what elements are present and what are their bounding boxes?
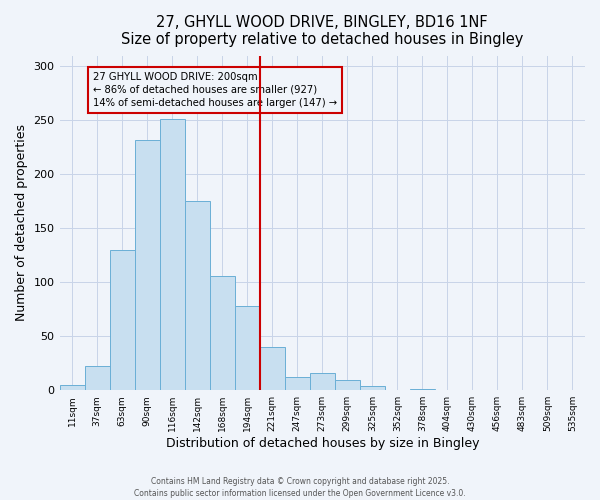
Bar xyxy=(209,276,235,390)
Bar xyxy=(110,250,134,390)
Title: 27, GHYLL WOOD DRIVE, BINGLEY, BD16 1NF
Size of property relative to detached ho: 27, GHYLL WOOD DRIVE, BINGLEY, BD16 1NF … xyxy=(121,15,523,48)
Bar xyxy=(260,347,285,390)
Bar xyxy=(160,119,185,390)
X-axis label: Distribution of detached houses by size in Bingley: Distribution of detached houses by size … xyxy=(166,437,479,450)
Text: Contains HM Land Registry data © Crown copyright and database right 2025.
Contai: Contains HM Land Registry data © Crown c… xyxy=(134,476,466,498)
Bar xyxy=(410,389,435,390)
Bar xyxy=(185,202,209,390)
Y-axis label: Number of detached properties: Number of detached properties xyxy=(15,124,28,322)
Bar xyxy=(360,386,385,390)
Bar xyxy=(134,140,160,390)
Bar xyxy=(335,380,360,390)
Bar xyxy=(310,373,335,390)
Bar xyxy=(285,378,310,390)
Bar xyxy=(85,366,110,390)
Bar xyxy=(235,306,260,390)
Text: 27 GHYLL WOOD DRIVE: 200sqm
← 86% of detached houses are smaller (927)
14% of se: 27 GHYLL WOOD DRIVE: 200sqm ← 86% of det… xyxy=(94,72,337,108)
Bar xyxy=(59,385,85,390)
